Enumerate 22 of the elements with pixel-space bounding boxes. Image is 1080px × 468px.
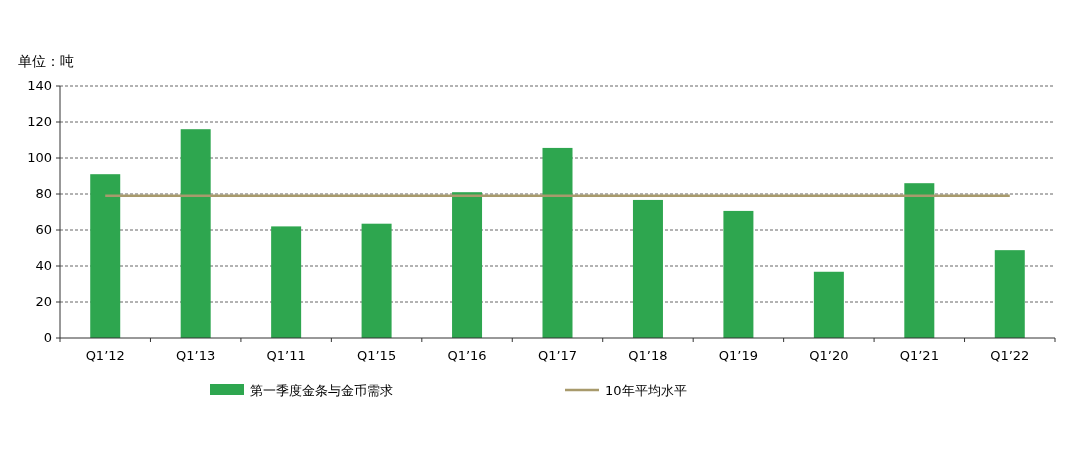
- y-tick-label: 0: [43, 330, 52, 345]
- y-tick-label: 40: [35, 258, 52, 273]
- y-tick-label: 80: [35, 186, 52, 201]
- x-tick-label: Q1’17: [537, 348, 578, 363]
- y-axis-title: 单位：吨: [18, 53, 74, 69]
- x-tick-label: Q1’18: [628, 348, 668, 363]
- x-tick-label: Q1’13: [176, 348, 216, 363]
- x-tick-label: Q1’16: [447, 348, 487, 363]
- y-tick-label: 60: [35, 222, 52, 237]
- x-tick-label: Q1’15: [357, 348, 397, 363]
- legend-label: 第一季度金条与金币需求: [250, 383, 393, 398]
- y-tick-label: 120: [27, 114, 52, 129]
- y-tick-label: 20: [35, 294, 52, 309]
- y-tick-label: 140: [27, 78, 52, 93]
- x-tick-label: Q1’19: [718, 348, 758, 363]
- x-tick-label: Q1’11: [266, 348, 306, 363]
- x-tick-label: Q1’20: [809, 348, 849, 363]
- y-tick-label: 100: [27, 150, 52, 165]
- legend-label: 10年平均水平: [605, 383, 687, 398]
- x-tick-label: Q1’21: [899, 348, 939, 363]
- x-tick-label: Q1’22: [990, 348, 1030, 363]
- x-tick-label: Q1’12: [85, 348, 125, 363]
